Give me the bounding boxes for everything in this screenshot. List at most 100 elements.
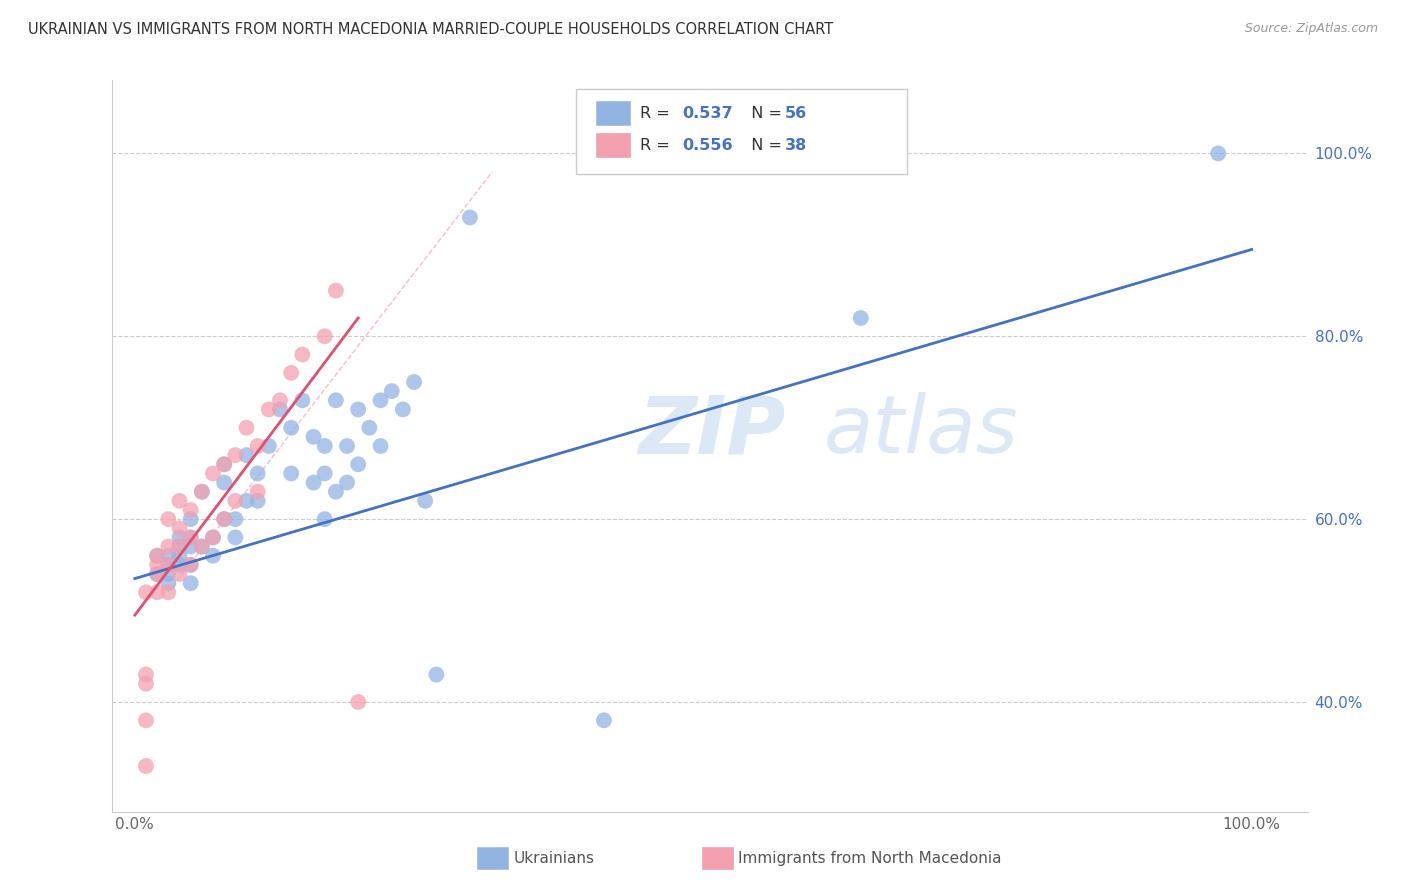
Point — [224, 448, 246, 462]
Text: 38: 38 — [785, 138, 807, 153]
Text: Ukrainians: Ukrainians — [513, 851, 595, 865]
Point — [135, 585, 157, 599]
Point — [180, 558, 202, 572]
Point — [191, 540, 214, 554]
Point — [257, 402, 280, 417]
Point — [169, 540, 191, 554]
Point — [347, 695, 370, 709]
Point — [246, 484, 269, 499]
Point — [157, 549, 180, 563]
Point — [314, 439, 336, 453]
Point — [235, 421, 257, 435]
Text: 56: 56 — [785, 106, 807, 120]
Point — [347, 457, 370, 471]
Point — [201, 467, 224, 481]
Point — [224, 530, 246, 544]
Point — [201, 549, 224, 563]
Point — [135, 759, 157, 773]
Point — [135, 667, 157, 681]
Point — [157, 585, 180, 599]
Point — [370, 393, 392, 408]
Point — [169, 494, 191, 508]
Point — [212, 457, 235, 471]
Point — [413, 494, 436, 508]
Point — [235, 494, 257, 508]
Point — [191, 484, 214, 499]
Point — [169, 530, 191, 544]
Text: N =: N = — [741, 106, 787, 120]
Point — [280, 467, 302, 481]
Point — [146, 567, 169, 582]
Point — [169, 540, 191, 554]
Point — [280, 421, 302, 435]
Point — [180, 530, 202, 544]
Point — [146, 585, 169, 599]
Point — [593, 714, 616, 728]
Point — [180, 558, 202, 572]
Point — [370, 439, 392, 453]
Point — [169, 549, 191, 563]
Text: atlas: atlas — [824, 392, 1018, 470]
Point — [458, 211, 481, 225]
Point — [347, 402, 370, 417]
Point — [302, 430, 325, 444]
Point — [180, 503, 202, 517]
Point — [157, 512, 180, 526]
Point — [135, 714, 157, 728]
Text: Source: ZipAtlas.com: Source: ZipAtlas.com — [1244, 22, 1378, 36]
Point — [157, 576, 180, 591]
Point — [201, 530, 224, 544]
Point — [246, 439, 269, 453]
Point — [246, 467, 269, 481]
Point — [169, 567, 191, 582]
Point — [224, 494, 246, 508]
Text: R =: R = — [640, 106, 675, 120]
Point — [280, 366, 302, 380]
Point — [302, 475, 325, 490]
Point — [336, 475, 359, 490]
Point — [325, 284, 347, 298]
Point — [269, 393, 291, 408]
Point — [146, 549, 169, 563]
Point — [392, 402, 415, 417]
Point — [157, 540, 180, 554]
Point — [169, 558, 191, 572]
Text: UKRAINIAN VS IMMIGRANTS FROM NORTH MACEDONIA MARRIED-COUPLE HOUSEHOLDS CORRELATI: UKRAINIAN VS IMMIGRANTS FROM NORTH MACED… — [28, 22, 834, 37]
Point — [169, 521, 191, 535]
Point — [157, 567, 180, 582]
Point — [314, 512, 336, 526]
Point — [235, 448, 257, 462]
Point — [425, 667, 447, 681]
Text: 0.556: 0.556 — [682, 138, 733, 153]
Point — [336, 439, 359, 453]
Point — [1206, 146, 1229, 161]
Point — [135, 676, 157, 690]
Point — [157, 558, 180, 572]
Point — [180, 576, 202, 591]
Point — [212, 512, 235, 526]
Point — [212, 475, 235, 490]
Point — [291, 393, 314, 408]
Point — [212, 457, 235, 471]
Point — [325, 393, 347, 408]
Point — [146, 558, 169, 572]
Point — [157, 558, 180, 572]
Text: N =: N = — [741, 138, 787, 153]
Text: Immigrants from North Macedonia: Immigrants from North Macedonia — [738, 851, 1001, 865]
Point — [180, 512, 202, 526]
Point — [325, 484, 347, 499]
Point — [849, 311, 872, 326]
Point — [291, 347, 314, 362]
Text: ZIP: ZIP — [638, 392, 786, 470]
Point — [314, 329, 336, 343]
Point — [212, 512, 235, 526]
Text: R =: R = — [640, 138, 675, 153]
Point — [257, 439, 280, 453]
Point — [314, 467, 336, 481]
Point — [146, 549, 169, 563]
Point — [224, 512, 246, 526]
Point — [146, 567, 169, 582]
Point — [191, 484, 214, 499]
Point — [201, 530, 224, 544]
Point — [381, 384, 404, 399]
